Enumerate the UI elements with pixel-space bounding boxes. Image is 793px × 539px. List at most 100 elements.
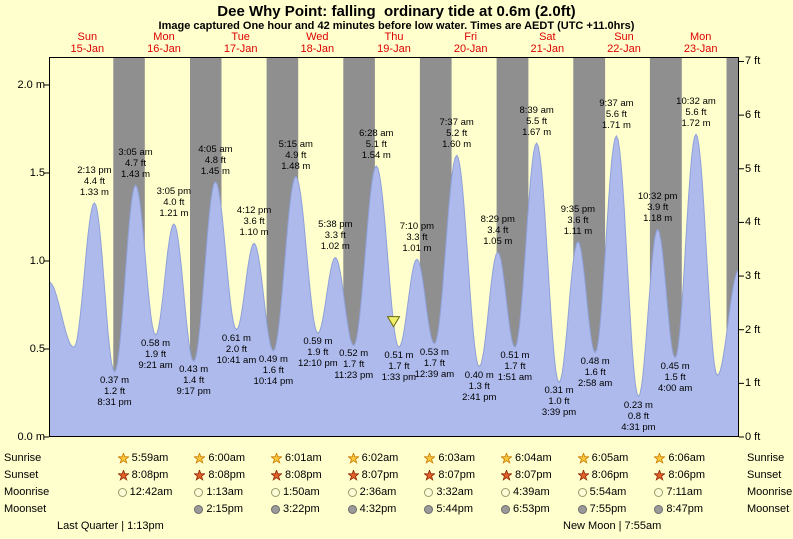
tide-low-label: 0.43 m 1.4 ft 9:17 pm	[176, 364, 211, 398]
day-label: Sun 15-Jan	[70, 31, 105, 55]
moonrise-icon	[424, 487, 434, 497]
sunset-entry: 8:07pm	[347, 467, 398, 483]
moonrise-icon	[654, 487, 664, 497]
day-label: Sun 22-Jan	[607, 31, 641, 55]
day-label: Fri 20-Jan	[453, 31, 488, 55]
sunrise-entry: 6:04am	[501, 450, 552, 466]
sunset-entry: 8:06pm	[654, 467, 705, 483]
moonrise-entry: 12:42am	[117, 484, 173, 500]
sunset-time: 8:07pm	[438, 469, 476, 481]
tide-high-label: 4:12 pm 3.6 ft 1.10 m	[236, 205, 272, 239]
moonrise-icon	[577, 487, 587, 497]
moonset-icon	[347, 504, 357, 514]
left-axis-label: 1.0	[29, 255, 45, 267]
moonrise-time: 12:42am	[129, 486, 173, 498]
moonrise-time: 2:36am	[359, 486, 397, 498]
moonset-time: 8:47pm	[666, 503, 704, 515]
tide-high-label: 3:05 pm 4.0 ft 1.21 m	[156, 186, 191, 220]
sunset-time: 8:06pm	[591, 469, 629, 481]
sunset-time: 8:08pm	[208, 469, 246, 481]
moonset-entry: 6:53pm	[501, 501, 550, 517]
sunrise-time: 6:04am	[515, 452, 552, 464]
moonrise-time: 1:50am	[283, 486, 320, 498]
moonrise-icon	[501, 487, 510, 497]
right-axis-label: 4 ft	[745, 216, 761, 229]
moonset-icon	[577, 504, 587, 514]
tide-high-label: 4:05 am 4.8 ft 1.45 m	[198, 143, 233, 177]
sunrise-time: 5:59am	[131, 452, 169, 464]
moonrise-row-label-right: Moonrise	[747, 486, 793, 498]
current-time-marker	[386, 316, 401, 328]
right-axis-label: 3 ft	[745, 270, 761, 283]
sunset-icon	[424, 469, 436, 481]
tide-low-label: 0.59 m 1.9 ft 12:10 pm	[298, 336, 338, 370]
sunset-time: 8:07pm	[515, 469, 552, 481]
moonset-row-label-right: Moonset	[747, 503, 790, 515]
moonset-entry: 7:55pm	[577, 501, 626, 517]
sunset-entry: 8:08pm	[194, 467, 245, 483]
moonrise-entry: 1:13am	[194, 484, 243, 500]
moonrise-entry: 5:54am	[577, 484, 626, 500]
sunrise-time: 6:01am	[285, 452, 322, 464]
day-label: Sat 21-Jan	[530, 31, 565, 55]
sunset-time: 8:08pm	[285, 469, 322, 481]
sunrise-entry: 6:05am	[577, 450, 629, 466]
moon-phase-new-moon: New Moon | 7:55am	[563, 520, 662, 532]
moonrise-icon	[347, 487, 357, 497]
moonset-entry: 4:32pm	[347, 501, 396, 517]
moonrise-entry: 1:50am	[271, 484, 320, 500]
tide-high-label: 7:10 pm 3.3 ft 1.01 m	[399, 221, 435, 255]
day-label: Wed 18-Jan	[300, 31, 335, 55]
tide-high-label: 5:38 pm 3.3 ft 1.02 m	[318, 219, 353, 253]
moonset-icon	[501, 504, 510, 514]
tide-low-label: 0.51 m 1.7 ft 1:51 am	[497, 350, 533, 384]
sunset-icon	[501, 469, 512, 481]
sunrise-icon	[577, 452, 589, 464]
right-axis-label: 7 ft	[745, 55, 761, 68]
sunset-icon	[654, 469, 666, 481]
sunrise-icon	[194, 452, 206, 464]
sunrise-time: 6:05am	[591, 452, 629, 464]
sunset-icon	[194, 469, 206, 481]
moonset-time: 6:53pm	[513, 503, 550, 515]
tide-high-label: 9:35 pm 3.6 ft 1.11 m	[560, 203, 596, 237]
moonrise-icon	[194, 487, 204, 497]
moonset-entry: 2:15pm	[194, 501, 243, 517]
tide-high-label: 3:05 am 4.7 ft 1.43 m	[118, 147, 153, 181]
tide-low-label: 0.53 m 1.7 ft 12:39 am	[414, 346, 455, 380]
tide-low-label: 0.51 m 1.7 ft 1:33 pm	[381, 350, 417, 384]
tide-high-label: 8:39 am 5.5 ft 1.67 m	[519, 105, 554, 139]
tide-low-label: 0.40 m 1.3 ft 2:41 pm	[462, 369, 497, 403]
moonrise-entry: 4:39am	[501, 484, 550, 500]
sunrise-entry: 6:01am	[271, 450, 322, 466]
sunset-entry: 8:08pm	[271, 467, 322, 483]
sunrise-time: 6:02am	[361, 452, 399, 464]
moonset-entry: 5:44pm	[424, 501, 473, 517]
moonrise-time: 4:39am	[513, 486, 550, 498]
sunset-icon	[577, 469, 589, 481]
moonrise-time: 7:11am	[666, 486, 703, 498]
sunset-row-label-right: Sunset	[747, 469, 782, 481]
plot-border	[49, 57, 739, 437]
tide-low-label: 0.31 m 1.0 ft 3:39 pm	[541, 385, 577, 419]
moonrise-icon	[271, 487, 280, 497]
sunset-entry: 8:08pm	[117, 467, 168, 483]
sunset-entry: 8:07pm	[501, 467, 552, 483]
right-axis-label: 2 ft	[745, 323, 761, 336]
sunrise-entry: 6:03am	[424, 450, 475, 466]
chart-subtitle: Image captured One hour and 42 minutes b…	[158, 20, 635, 32]
day-label: Tue 17-Jan	[223, 31, 258, 55]
tide-high-label: 10:32 am 5.6 ft 1.72 m	[676, 96, 716, 130]
tide-low-label: 0.48 m 1.6 ft 2:58 am	[577, 355, 613, 389]
moonrise-entry: 3:32am	[424, 484, 473, 500]
moonset-row-label-left: Moonset	[4, 503, 47, 515]
day-label: Mon 16-Jan	[147, 31, 181, 55]
tide-low-label: 0.58 m 1.9 ft 9:21 am	[138, 337, 173, 371]
moonrise-time: 3:32am	[436, 486, 474, 498]
tide-high-label: 10:32 pm 3.9 ft 1.18 m	[637, 191, 678, 225]
moonrise-row-label-left: Moonrise	[4, 486, 50, 498]
moonset-entry: 8:47pm	[654, 501, 703, 517]
sunrise-icon	[501, 452, 512, 464]
sunrise-icon	[271, 452, 282, 464]
